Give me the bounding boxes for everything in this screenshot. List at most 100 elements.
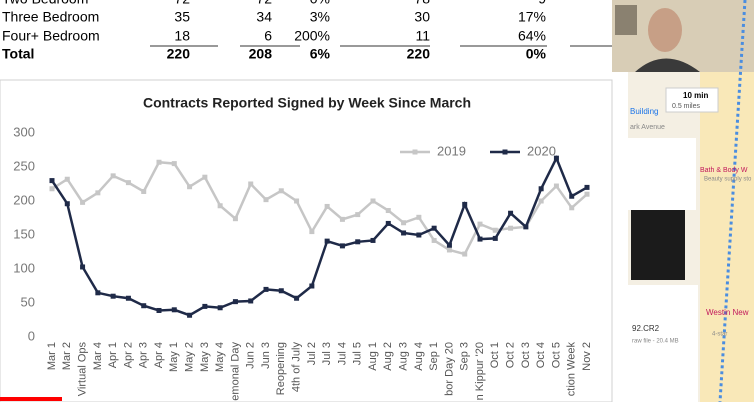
legend-label: 2019 [437,143,466,158]
x-tick-label: emonal Day [229,342,241,401]
point [477,221,483,227]
table-cell: 72 [174,0,190,7]
x-tick-label: Oct 4 [535,342,547,368]
route-time: 10 min [683,91,708,100]
point [232,299,238,305]
x-tick-label: Mar 1 [46,342,58,370]
point [431,225,437,231]
file-name: 92.CR2 [632,324,660,333]
table-cell: 78 [414,0,430,7]
thumbnail [631,210,685,280]
point [125,180,131,186]
point [309,283,315,289]
point [125,295,131,301]
row-label: Three Bedroom [2,9,99,25]
video-progress[interactable] [0,397,62,401]
table-cell: 220 [167,46,191,62]
point [80,199,86,205]
table-cell: 18 [174,28,190,44]
x-tick-label: bor Day 20 [443,342,455,396]
point [462,251,468,257]
point [416,214,422,220]
point [508,225,514,231]
point [156,159,162,165]
point [217,305,223,311]
chart-panel [0,79,613,402]
series-line [51,160,588,256]
x-tick-label: Oct 5 [550,342,562,368]
map-label: ark Avenue [630,124,665,131]
point [171,307,177,313]
point [431,237,437,243]
x-tick-label: Aug 1 [367,342,379,371]
x-tick-label: Sep 1 [428,342,440,371]
point [446,247,452,253]
legend-label: 2020 [527,143,556,158]
point [339,243,345,249]
point [355,212,361,218]
x-tick-label: Sep 3 [459,342,471,371]
point [278,288,284,294]
sidebar: 10 min 0.5 miles Building ark Avenue Bat… [612,0,754,402]
table-cell: 200% [294,28,330,44]
point [401,230,407,236]
table-cell: 6 [264,28,272,44]
point [156,307,162,313]
point [248,181,254,187]
x-tick-label: ction Week [566,342,578,397]
y-tick-label: 200 [13,192,35,207]
point [294,198,300,204]
table-cell: 9 [538,0,546,7]
table-cell: 30 [414,9,430,25]
table-cell: 72 [256,0,272,7]
point [355,239,361,245]
point [141,188,147,194]
table-cell: 208 [249,46,273,62]
x-tick-label: Aug 3 [397,342,409,371]
x-tick-label: May 3 [199,342,211,372]
x-tick-label: May 4 [214,342,226,372]
point [492,227,498,233]
route-card [665,87,719,113]
point [553,183,559,189]
point [477,236,483,242]
x-tick-label: Oct 3 [520,342,532,368]
x-tick-label: Jul 2 [306,342,318,365]
x-tick-label: Jun 3 [260,342,272,369]
point [263,286,269,292]
row-label: Four+ Bedroom [2,28,100,44]
point [462,201,468,207]
card [628,138,696,210]
map-label: 4-star [712,332,727,338]
point [202,303,208,309]
point [385,208,391,214]
x-tick-label: Oct 1 [489,342,501,368]
point [370,237,376,243]
point [232,216,238,222]
map-label: Beauty supply sto [704,177,752,183]
point [584,191,590,197]
point [584,184,590,190]
legend-marker [502,149,508,155]
point [141,303,147,309]
point [324,203,330,209]
series-line [50,155,588,317]
x-tick-label: Jul 5 [352,342,364,365]
map-label: Building [630,107,658,116]
point [95,190,101,196]
y-tick-label: 50 [21,294,35,309]
chart-title: Contracts Reported Signed by Week Since … [143,95,471,111]
point [95,290,101,296]
point [324,238,330,244]
x-tick-label: Apr 3 [138,342,150,368]
y-tick-label: 150 [13,226,35,241]
point [446,242,452,248]
x-tick-label: Jul 3 [321,342,333,365]
legend-marker [412,149,418,155]
x-tick-label: May 1 [168,342,180,372]
point [110,173,116,179]
table-cell: 64% [518,28,546,44]
point [569,193,575,199]
